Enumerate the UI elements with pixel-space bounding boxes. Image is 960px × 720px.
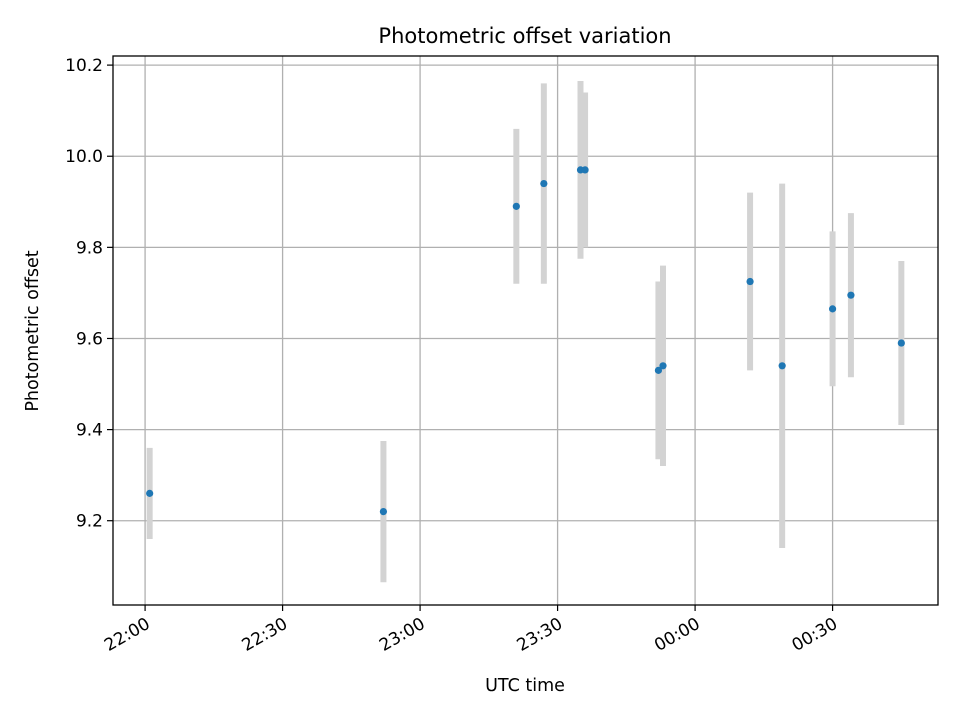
y-axis-ticks: 9.2 9.4 9.6 9.8 10.0 10.2 xyxy=(65,56,113,532)
chart-title: Photometric offset variation xyxy=(378,24,671,48)
y-tick-label: 10.0 xyxy=(65,147,103,167)
grid-lines xyxy=(113,56,938,605)
data-point xyxy=(146,489,154,497)
data-point xyxy=(581,166,589,174)
plot-frame xyxy=(112,55,939,606)
data-points xyxy=(146,166,905,516)
data-point xyxy=(659,362,667,370)
data-point xyxy=(897,339,905,347)
data-point xyxy=(746,277,754,286)
x-axis-label: UTC time xyxy=(485,676,565,696)
y-tick-label: 10.2 xyxy=(65,56,103,76)
y-tick-label: 9.4 xyxy=(76,421,103,441)
data-point xyxy=(379,508,388,516)
y-tick-label: 9.6 xyxy=(76,329,103,349)
y-axis-label: Photometric offset xyxy=(23,250,43,411)
y-tick-label: 9.2 xyxy=(76,512,103,532)
data-point xyxy=(540,179,548,188)
data-point xyxy=(654,366,663,374)
data-point xyxy=(828,305,837,313)
data-point xyxy=(512,202,520,210)
data-point xyxy=(778,362,786,370)
y-tick-label: 9.8 xyxy=(76,238,103,258)
data-point xyxy=(847,291,855,299)
